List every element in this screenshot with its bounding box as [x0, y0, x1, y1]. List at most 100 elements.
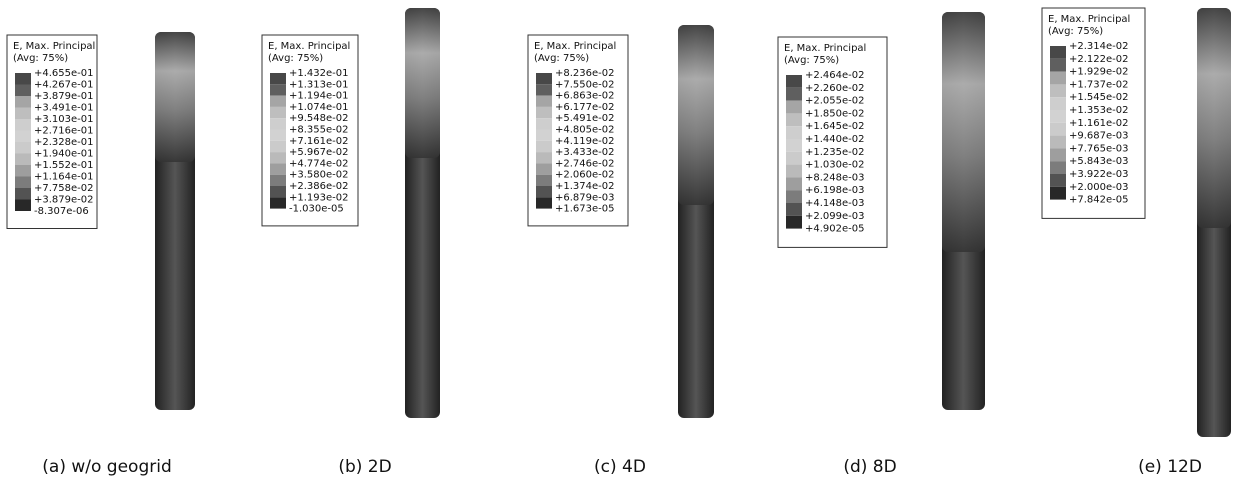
legend-label: +7.161e-02 [289, 136, 349, 147]
legend-swatch [15, 142, 31, 154]
legend-swatch [1050, 123, 1066, 136]
legend-swatch [786, 216, 802, 229]
legend-label: +8.355e-02 [289, 125, 349, 136]
legend-swatch [536, 175, 552, 186]
legend-label: +1.545e-02 [1069, 92, 1129, 103]
legend-swatch [536, 107, 552, 118]
legend-swatch [536, 130, 552, 141]
legend-label: +1.673e-05 [555, 204, 615, 215]
legend-label: +3.879e-02 [34, 195, 94, 206]
figure: E, Max. Principal(Avg: 75%)+4.655e-01+4.… [0, 0, 1237, 486]
caption: (e) 12D [1138, 457, 1202, 477]
legend-swatch [536, 152, 552, 163]
legend-swatch [15, 177, 31, 189]
legend-swatch [1050, 136, 1066, 149]
legend-swatch [1050, 174, 1066, 187]
legend-label: +1.074e-01 [289, 102, 349, 113]
legend-swatch [270, 197, 286, 208]
legend-label: +1.929e-02 [1069, 67, 1129, 78]
legend-label: +6.863e-02 [555, 91, 615, 102]
legend-swatch [15, 85, 31, 97]
legend-label: +7.842e-05 [1069, 195, 1129, 206]
legend-label: +1.161e-02 [1069, 118, 1129, 129]
caption: (d) 8D [843, 457, 896, 477]
caption: (c) 4D [594, 457, 646, 477]
legend-label: +4.805e-02 [555, 125, 615, 136]
legend-label: +2.055e-02 [805, 96, 865, 107]
legend-label: +1.193e-02 [289, 192, 349, 203]
legend-label: +1.353e-02 [1069, 105, 1129, 116]
legend-label: +1.440e-02 [805, 134, 865, 145]
legend-swatch [270, 186, 286, 197]
legend-title: E, Max. Principal [13, 41, 95, 52]
legend-label: +2.099e-03 [805, 211, 865, 222]
legend-label: +1.030e-02 [805, 160, 865, 171]
legend-label: +2.716e-01 [34, 126, 94, 137]
legend-swatch [1050, 187, 1066, 200]
legend-label: +1.313e-01 [289, 79, 349, 90]
legend-label: +3.433e-02 [555, 147, 615, 158]
legend-label: +3.580e-02 [289, 170, 349, 181]
legend-label: +6.177e-02 [555, 102, 615, 113]
legend-label: +5.491e-02 [555, 113, 615, 124]
legend-swatch [270, 96, 286, 107]
legend-label: +1.737e-02 [1069, 79, 1129, 90]
column-strain-zone [678, 25, 714, 205]
legend-label: +7.765e-03 [1069, 143, 1129, 154]
legend-swatch [1050, 161, 1066, 174]
legend-swatch [786, 75, 802, 88]
legend-swatch [15, 73, 31, 85]
legend-label: +1.235e-02 [805, 147, 865, 158]
legend-swatch [15, 96, 31, 108]
column-strain-zone [155, 32, 195, 162]
legend-swatch [536, 96, 552, 107]
legend-title: E, Max. Principal [1048, 14, 1130, 25]
legend-swatch [1050, 84, 1066, 97]
column-strain-zone [1197, 8, 1231, 228]
legend-title: E, Max. Principal [268, 41, 350, 52]
legend-label: +3.103e-01 [34, 114, 94, 125]
legend-swatch [786, 177, 802, 190]
legend-subtitle: (Avg: 75%) [268, 53, 323, 64]
legend-swatch [1050, 110, 1066, 123]
legend-label: +1.432e-01 [289, 68, 349, 79]
legend-swatch [536, 118, 552, 129]
legend-label: +4.655e-01 [34, 68, 94, 79]
legend-label: +2.746e-02 [555, 158, 615, 169]
legend-swatch [786, 165, 802, 178]
legend-label: +7.550e-02 [555, 79, 615, 90]
legend-label: +1.194e-01 [289, 91, 349, 102]
legend-label: +3.922e-03 [1069, 169, 1129, 180]
legend-title: E, Max. Principal [784, 43, 866, 54]
legend-swatch [1050, 97, 1066, 110]
legend-swatch [536, 186, 552, 197]
legend-label: +4.148e-03 [805, 198, 865, 209]
legend-swatch [1050, 72, 1066, 85]
legend-subtitle: (Avg: 75%) [784, 55, 839, 66]
legend-swatch [1050, 59, 1066, 72]
legend-swatch [786, 190, 802, 203]
legend-label: +8.248e-03 [805, 172, 865, 183]
legend-swatch [786, 139, 802, 152]
legend-label: +4.774e-02 [289, 158, 349, 169]
legend-swatch [270, 152, 286, 163]
legend-swatch [270, 175, 286, 186]
legend-label: +2.386e-02 [289, 181, 349, 192]
legend-label: +2.464e-02 [805, 70, 865, 81]
column-strain-zone [405, 8, 440, 158]
legend-swatch [270, 118, 286, 129]
legend-label: +1.374e-02 [555, 181, 615, 192]
legend-label: +2.328e-01 [34, 137, 94, 148]
legend-label: +7.758e-02 [34, 183, 94, 194]
column-strain-zone [942, 12, 985, 252]
legend-label: +4.267e-01 [34, 80, 94, 91]
legend-swatch [786, 88, 802, 101]
legend-swatch [270, 73, 286, 84]
legend-swatch [786, 126, 802, 139]
legend-label: -1.030e-05 [289, 204, 344, 215]
caption: (a) w/o geogrid [42, 457, 171, 477]
legend-label: -8.307e-06 [34, 206, 89, 217]
legend-label: +2.260e-02 [805, 83, 865, 94]
legend-label: +1.552e-01 [34, 160, 94, 171]
legend-label: +1.645e-02 [805, 121, 865, 132]
